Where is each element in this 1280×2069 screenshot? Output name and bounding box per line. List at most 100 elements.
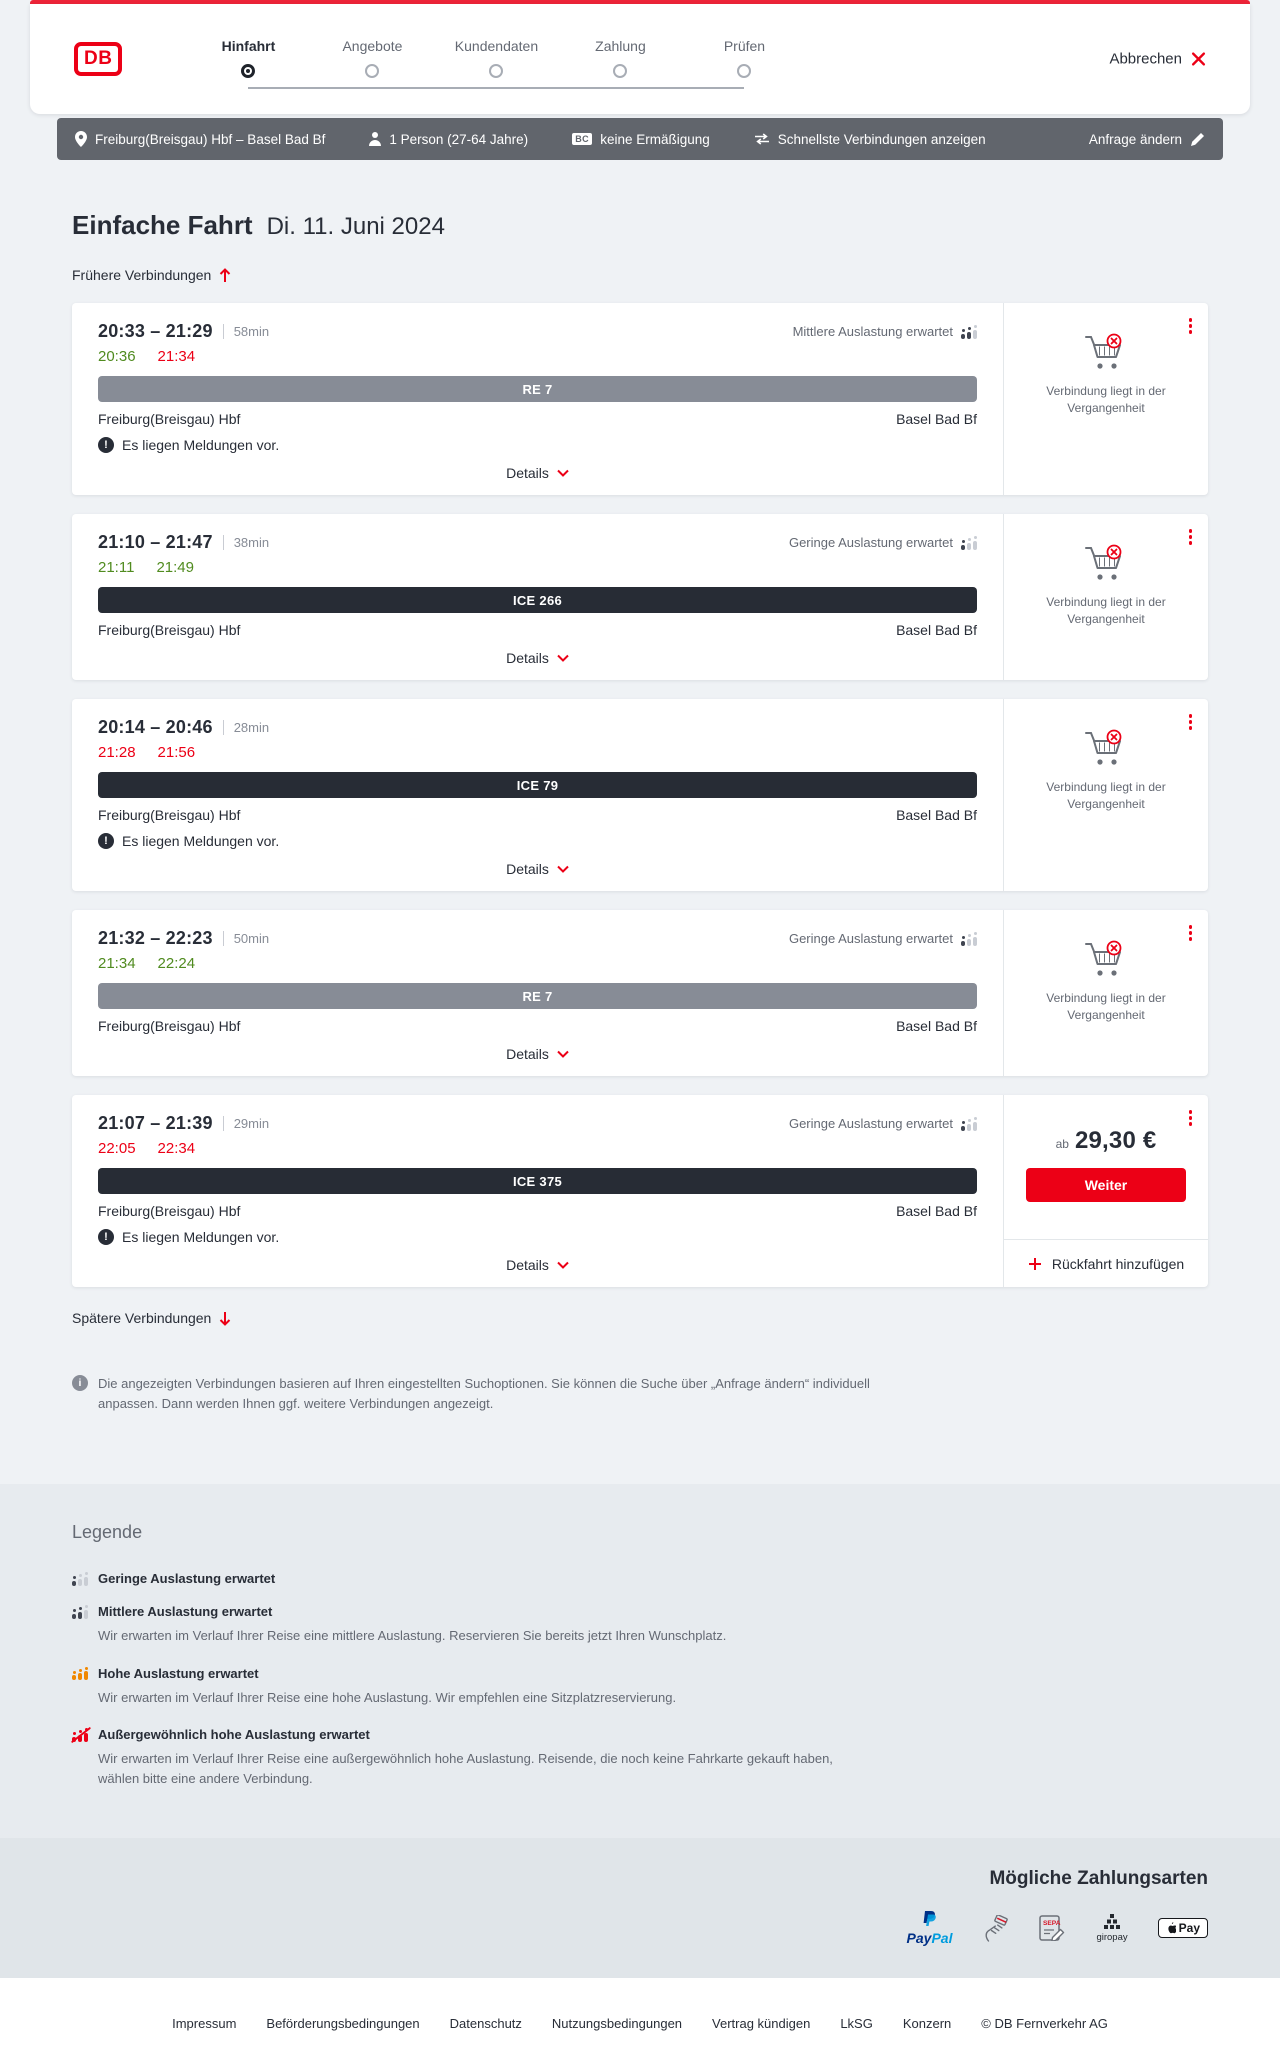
connection-side-panel: Verbindung liegt in der Vergangenheit — [1003, 514, 1208, 680]
paypal-icon: PayPal — [907, 1910, 952, 1946]
details-button[interactable]: Details — [506, 465, 569, 481]
step-dot — [365, 64, 380, 78]
divider — [222, 931, 224, 946]
info-icon — [72, 1375, 88, 1391]
step-zahlung[interactable]: Zahlung — [558, 38, 682, 78]
stations-row: Freiburg(Breisgau) Hbf Basel Bad Bf — [98, 411, 977, 427]
price-block: ab 29,30 € Weiter — [1004, 1095, 1208, 1239]
copyright: © DB Fernverkehr AG — [981, 2016, 1108, 2032]
footer-link-lksg[interactable]: LkSG — [840, 2016, 873, 2032]
divider — [222, 535, 224, 550]
chevron-down-icon — [557, 469, 569, 477]
occupancy-medium-icon — [961, 325, 977, 339]
warning-icon — [98, 1229, 114, 1245]
brand-accent-line — [30, 0, 1250, 4]
messages-warning: Es liegen Meldungen vor. — [98, 833, 977, 849]
connection-times: 20:14 – 20:46 — [98, 717, 213, 737]
occupancy-info: Mittlere Auslastung erwartet — [793, 324, 977, 339]
connection-card: 21:07 – 21:39 29min Geringe Auslastung e… — [72, 1095, 1208, 1287]
connection-side-panel: Verbindung liegt in der Vergangenheit — [1003, 699, 1208, 891]
stepper-line — [248, 87, 745, 89]
later-connections-link[interactable]: Spätere Verbindungen — [72, 1310, 231, 1326]
add-return-button[interactable]: Rückfahrt hinzufügen — [1004, 1239, 1208, 1287]
close-icon — [1191, 52, 1206, 66]
legend-item: Mittlere Auslastung erwartet Wir erwarte… — [72, 1604, 1208, 1646]
chevron-down-icon — [557, 1050, 569, 1058]
details-button[interactable]: Details — [506, 1257, 569, 1273]
transfer-arrows-icon — [754, 133, 769, 145]
legend-item: Geringe Auslastung erwartet — [72, 1571, 1208, 1586]
continue-button[interactable]: Weiter — [1026, 1168, 1186, 1202]
connection-duration: 29min — [233, 1116, 270, 1131]
connection-times: 21:32 – 22:23 — [98, 928, 213, 948]
details-button[interactable]: Details — [506, 1046, 569, 1062]
connection-duration: 58min — [233, 324, 270, 339]
search-options-note: Die angezeigten Verbindungen basieren au… — [72, 1374, 882, 1414]
chevron-down-icon — [557, 1261, 569, 1269]
results-section: Einfache Fahrt Di. 11. Juni 2024 Frühere… — [0, 160, 1280, 1484]
payment-methods-row: PayPal SEPA — [907, 1910, 1208, 1946]
connection-card: 21:10 – 21:47 38min Geringe Auslastung e… — [72, 514, 1208, 680]
past-connection-block: Verbindung liegt in der Vergangenheit — [1004, 544, 1208, 629]
divider — [222, 324, 224, 339]
train-band: ICE 79 — [98, 772, 977, 798]
more-options-icon[interactable] — [1186, 526, 1196, 548]
train-band: ICE 266 — [98, 587, 977, 613]
more-options-icon[interactable] — [1186, 711, 1196, 733]
divider — [222, 1116, 224, 1131]
pencil-icon — [1191, 133, 1204, 146]
more-options-icon[interactable] — [1186, 922, 1196, 944]
cart-crossed-icon — [1085, 940, 1122, 976]
real-times: 20:36 21:34 — [98, 348, 196, 365]
footer-link-datenschutz[interactable]: Datenschutz — [449, 2016, 522, 2032]
step-pruefen[interactable]: Prüfen — [682, 38, 806, 78]
change-request-button[interactable]: Anfrage ändern — [1089, 132, 1205, 147]
real-times: 21:34 22:24 — [98, 955, 196, 972]
chevron-down-icon — [557, 654, 569, 662]
footer-link-vertrag-kuendigen[interactable]: Vertrag kündigen — [712, 2016, 811, 2032]
step-kundendaten[interactable]: Kundendaten — [434, 38, 558, 78]
real-times: 21:11 21:49 — [98, 559, 194, 576]
footer-link-impressum[interactable]: Impressum — [172, 2016, 237, 2032]
connection-times: 21:07 – 21:39 — [98, 1113, 213, 1133]
plus-icon — [1028, 1257, 1041, 1270]
connection-duration: 50min — [233, 931, 270, 946]
legend-item: Außergewöhnlich hohe Auslastung erwartet… — [72, 1727, 1208, 1788]
occupancy-info: Geringe Auslastung erwartet — [789, 535, 977, 550]
cart-crossed-icon — [1085, 544, 1122, 580]
chevron-down-icon — [557, 865, 569, 873]
footer-link-befoerderungsbedingungen[interactable]: Beförderungsbedingungen — [266, 2016, 420, 2032]
giropay-icon: giropay — [1096, 1913, 1128, 1943]
details-button[interactable]: Details — [506, 861, 569, 877]
step-dot-active — [241, 64, 256, 78]
occupancy-exceptional-icon — [72, 1728, 88, 1742]
connection-main: 21:10 – 21:47 38min Geringe Auslastung e… — [72, 514, 1003, 680]
train-band: ICE 375 — [98, 1168, 977, 1194]
step-angebote[interactable]: Angebote — [310, 38, 434, 78]
fastest-connections-toggle[interactable]: Schnellste Verbindungen anzeigen — [754, 132, 986, 147]
payments-section: Mögliche Zahlungsarten PayPal SEPA — [0, 1838, 1280, 1979]
connection-duration: 28min — [233, 720, 270, 735]
occupancy-low-icon — [961, 932, 977, 946]
train-band: RE 7 — [98, 983, 977, 1009]
connection-card: 20:14 – 20:46 28min 21:28 21:56 ICE 79 F… — [72, 699, 1208, 891]
cancel-button[interactable]: Abbrechen — [1109, 51, 1206, 68]
connection-card: 21:32 – 22:23 50min Geringe Auslastung e… — [72, 910, 1208, 1076]
travel-date: Di. 11. Juni 2024 — [266, 213, 445, 240]
more-options-icon[interactable] — [1186, 315, 1196, 337]
more-options-icon[interactable] — [1186, 1107, 1196, 1129]
legend-section: Legende Geringe Auslastung erwartet Mitt… — [0, 1484, 1280, 1839]
occupancy-low-icon — [72, 1572, 88, 1586]
query-summary-bar: Freiburg(Breisgau) Hbf – Basel Bad Bf 1 … — [57, 118, 1223, 160]
svg-text:SEPA: SEPA — [1043, 1920, 1061, 1927]
footer-link-konzern[interactable]: Konzern — [902, 2016, 952, 2032]
footer-link-nutzungsbedingungen[interactable]: Nutzungsbedingungen — [551, 2016, 683, 2032]
messages-warning: Es liegen Meldungen vor. — [98, 1229, 977, 1245]
checkout-stepper: Hinfahrt Angebote Kundendaten Zahlung Pr… — [186, 38, 806, 89]
booking-side-panel: ab 29,30 € Weiter Rückfahrt hinzufügen — [1003, 1095, 1208, 1287]
details-button[interactable]: Details — [506, 650, 569, 666]
price-amount: 29,30 € — [1074, 1127, 1157, 1154]
earlier-connections-link[interactable]: Frühere Verbindungen — [72, 267, 231, 283]
step-hinfahrt[interactable]: Hinfahrt — [186, 38, 310, 78]
connection-card: 20:33 – 21:29 58min Mittlere Auslastung … — [72, 303, 1208, 495]
